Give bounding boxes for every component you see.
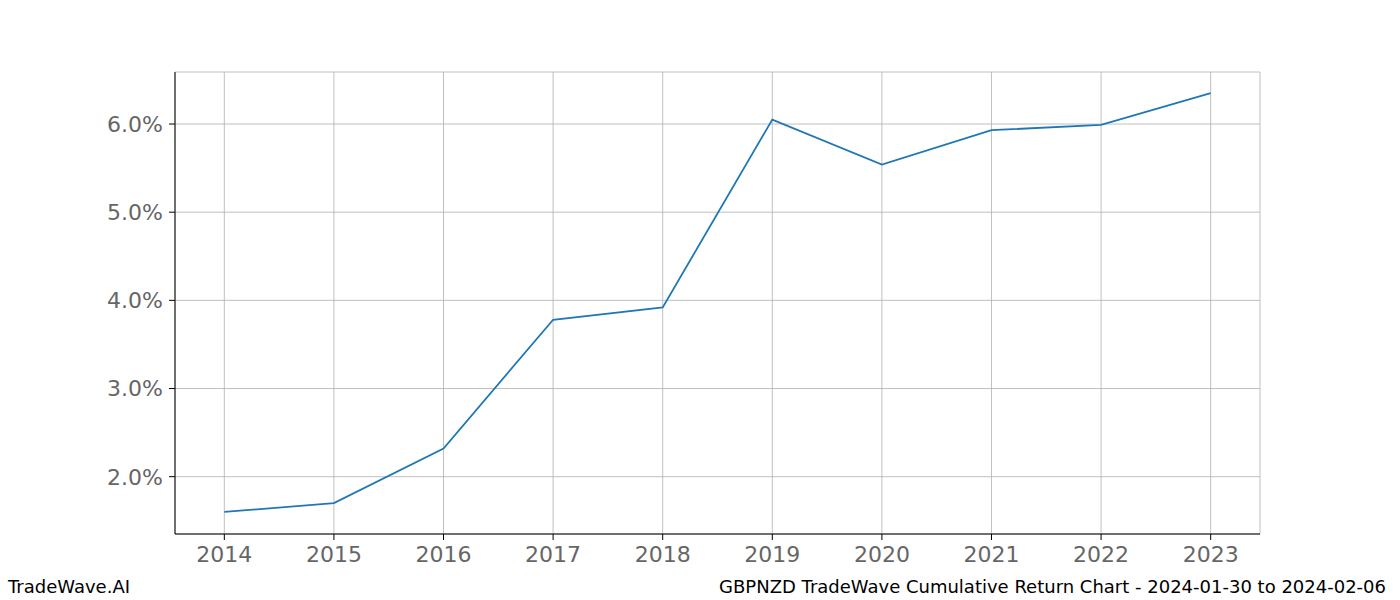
html-text:GBPNZD TradeWave Cumulative Re: GBPNZD TradeWave Cumulative Return Chart…	[719, 576, 1386, 597]
svg-text:4.0%: 4.0%	[107, 288, 163, 313]
svg-text:2.0%: 2.0%	[107, 465, 163, 490]
svg-text:5.0%: 5.0%	[107, 200, 163, 225]
svg-text:2015: 2015	[306, 542, 362, 567]
svg-text:2022: 2022	[1073, 542, 1129, 567]
svg-text:2020: 2020	[854, 542, 910, 567]
svg-text:2019: 2019	[744, 542, 800, 567]
svg-text:2021: 2021	[963, 542, 1019, 567]
svg-text:6.0%: 6.0%	[107, 112, 163, 137]
svg-text:2014: 2014	[196, 542, 252, 567]
svg-text:2016: 2016	[416, 542, 472, 567]
svg-text:2018: 2018	[635, 542, 691, 567]
svg-text:3.0%: 3.0%	[107, 376, 163, 401]
svg-text:2017: 2017	[525, 542, 581, 567]
svg-text:2023: 2023	[1183, 542, 1239, 567]
html-text:TradeWave.AI: TradeWave.AI	[8, 576, 130, 597]
